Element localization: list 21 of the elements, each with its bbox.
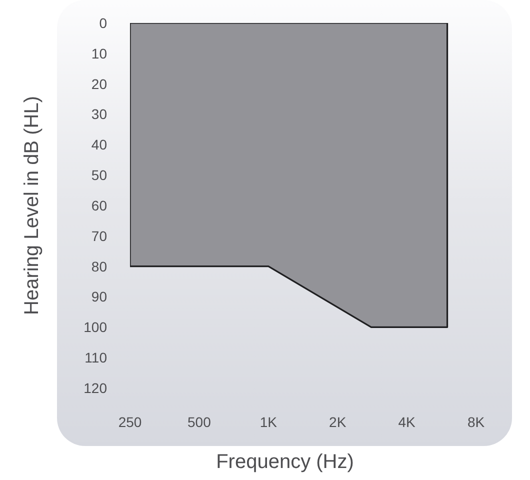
x-tick-label: 500: [188, 414, 212, 430]
y-tick-label: 20: [91, 76, 108, 92]
y-tick-label: 110: [84, 350, 108, 366]
x-tick-label: 1K: [260, 414, 278, 430]
y-tick-label: 90: [91, 288, 108, 305]
y-tick-label: 10: [91, 45, 108, 62]
y-tick-label: 60: [91, 197, 108, 214]
y-tick-label: 0: [99, 14, 108, 31]
y-axis-title: Hearing Level in dB (HL): [21, 96, 44, 315]
x-tick-label: 8K: [467, 414, 486, 430]
x-axis-title: Frequency (Hz): [216, 451, 354, 473]
x-tick-label: 250: [118, 414, 142, 430]
y-tick-label: 100: [84, 319, 108, 336]
y-tick-label: 70: [91, 228, 108, 244]
x-tick-label: 4K: [398, 414, 416, 430]
y-tick-label: 80: [91, 258, 108, 274]
y-tick-label: 30: [91, 106, 108, 122]
y-tick-label: 50: [91, 167, 108, 184]
y-tick-label: 40: [91, 136, 108, 153]
y-tick-label: 120: [84, 380, 108, 396]
x-tick-label: 2K: [329, 414, 347, 430]
